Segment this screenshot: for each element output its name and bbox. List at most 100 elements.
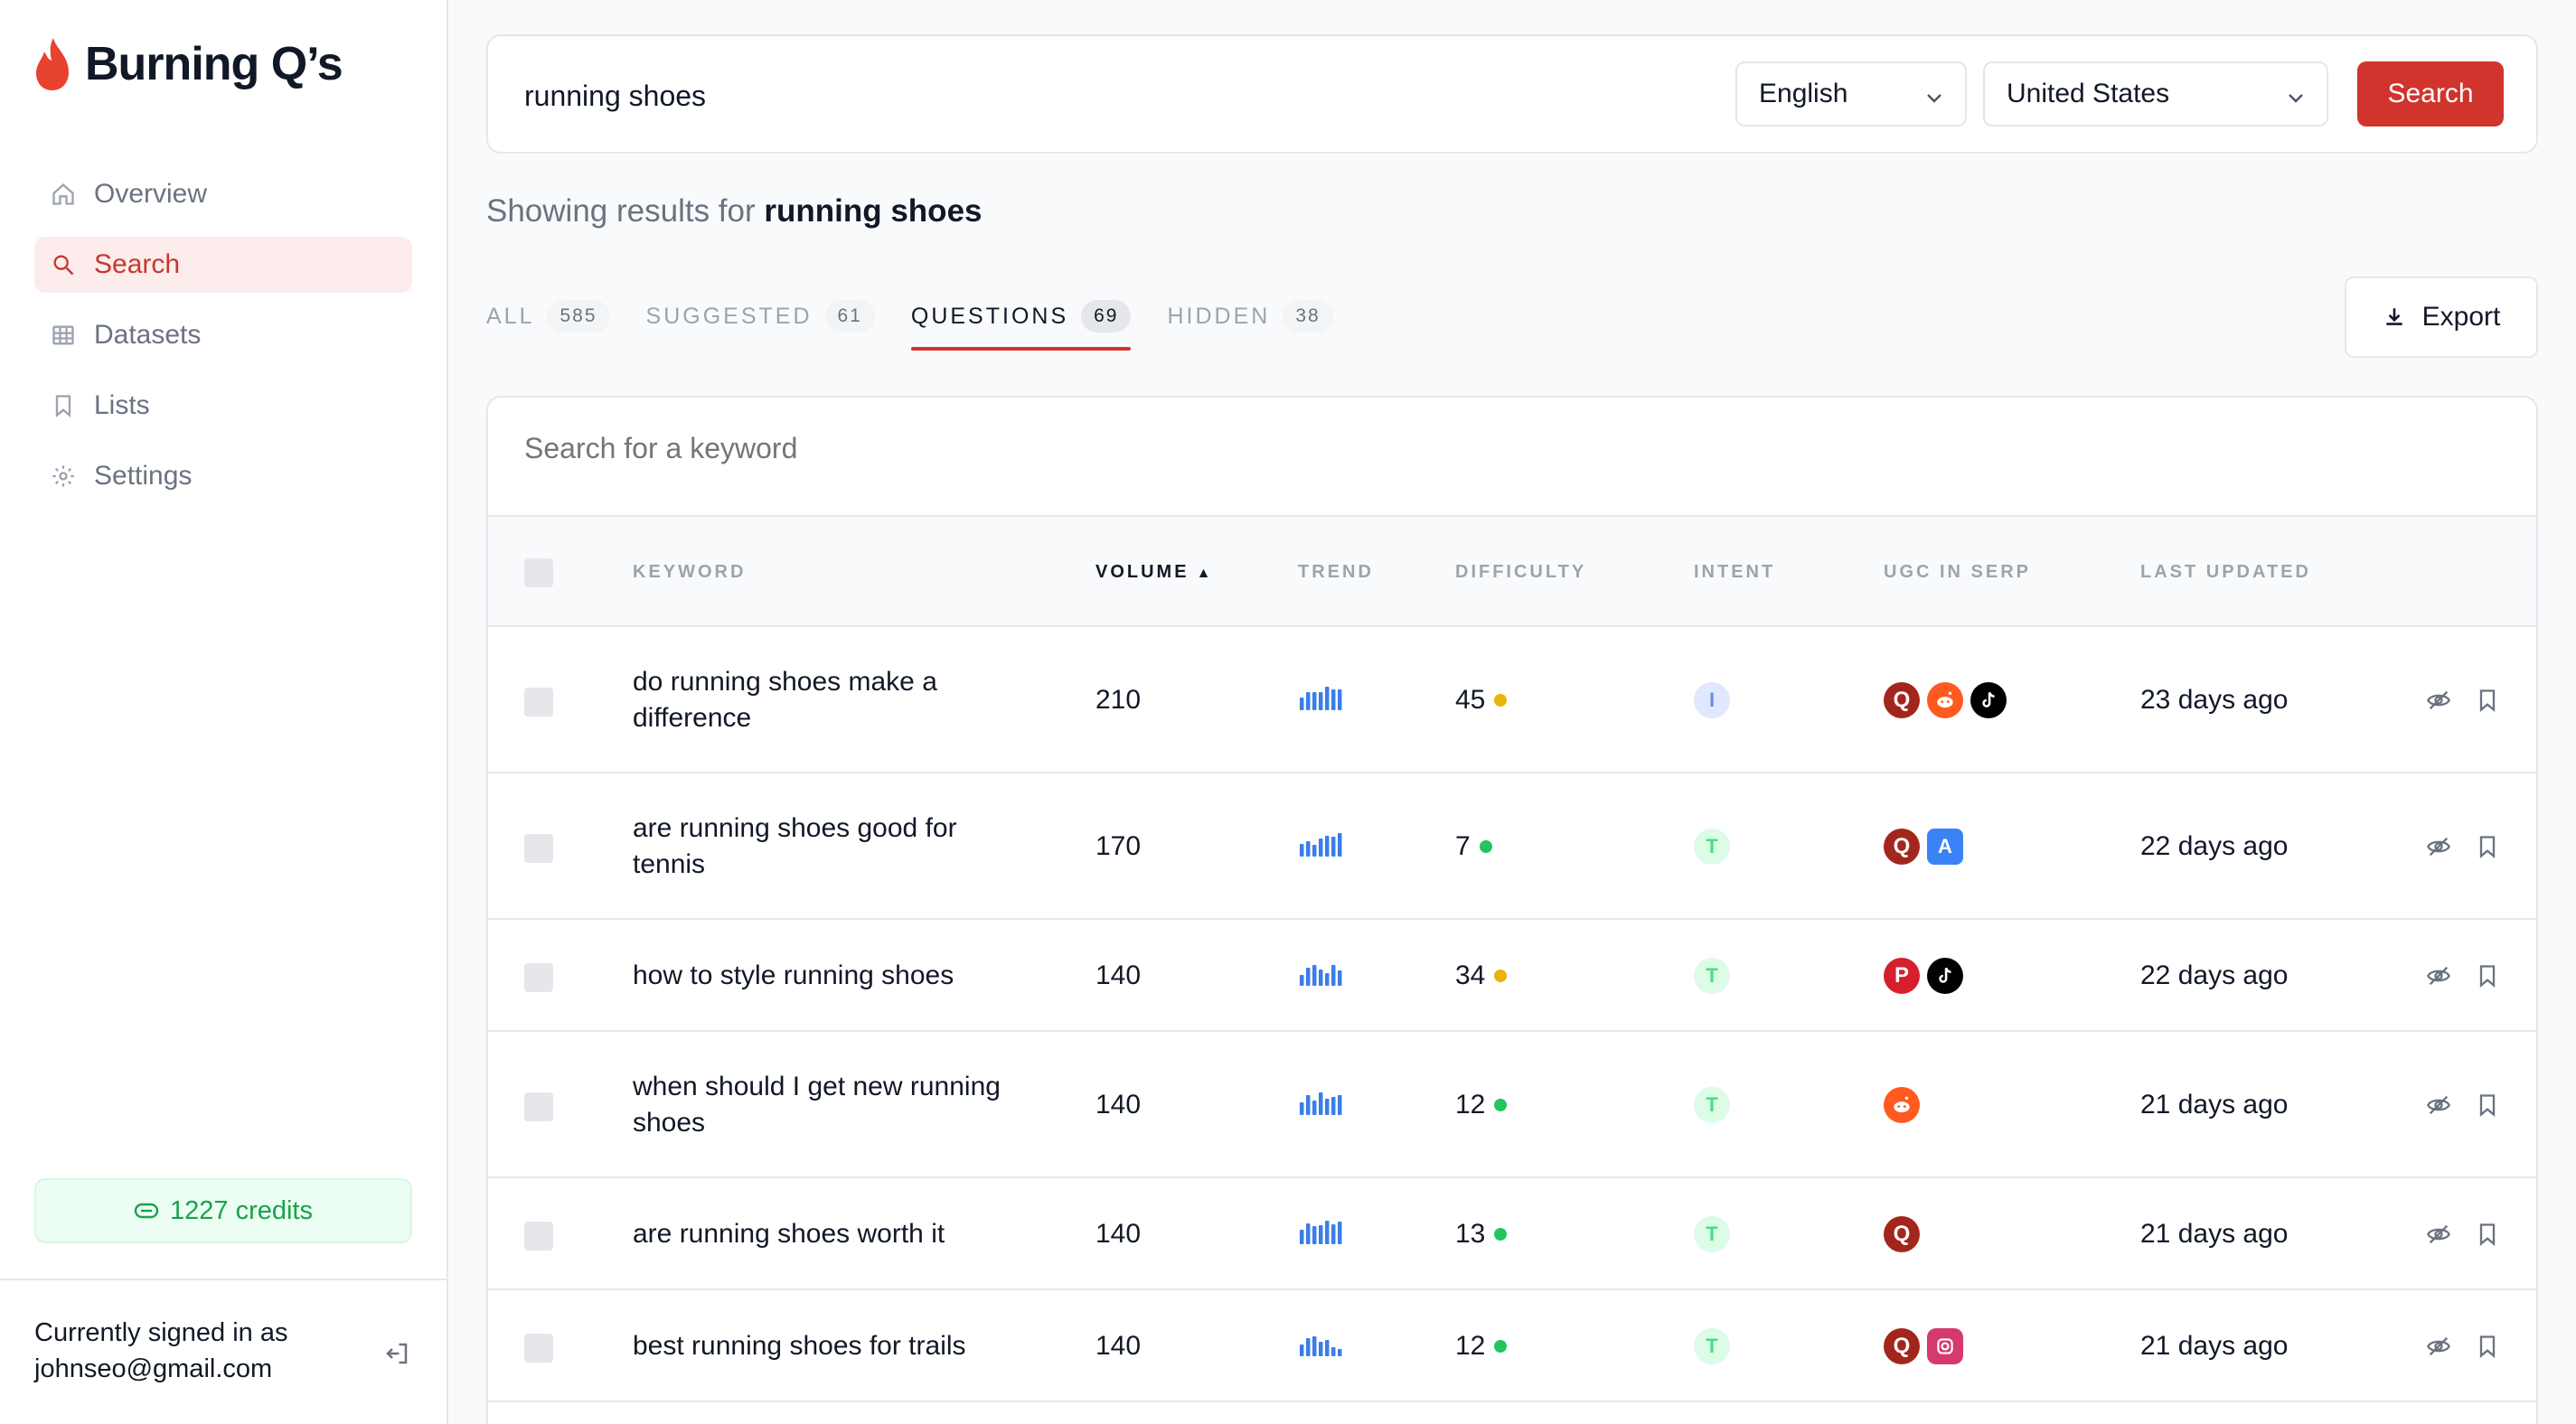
row-checkbox[interactable] (524, 688, 553, 717)
difficulty-dot-icon (1494, 1340, 1508, 1353)
difficulty-cell: 7 (1455, 831, 1492, 862)
intent-badge: T (1694, 1328, 1730, 1364)
row-checkbox[interactable] (524, 1334, 553, 1363)
eye-off-icon (2427, 1336, 2450, 1356)
difficulty-dot-icon (1479, 840, 1492, 853)
country-value: United States (2007, 79, 2170, 108)
tab-hidden[interactable]: HIDDEN 38 (1167, 296, 1333, 336)
eye-off-icon (2427, 690, 2450, 710)
header-keyword[interactable]: KEYWORD (633, 562, 747, 582)
bookmark-button[interactable] (2475, 1092, 2500, 1118)
bookmark-button[interactable] (2475, 963, 2500, 988)
sidebar-item-label: Lists (94, 390, 150, 420)
credits-badge[interactable]: 1227 credits (34, 1178, 412, 1243)
trend-sparkline (1298, 960, 1345, 988)
chevron-down-icon (1923, 85, 1945, 107)
sidebar-nav: Overview Search Datasets Lists Settings (34, 166, 412, 519)
row-checkbox[interactable] (524, 834, 553, 863)
brand-name: Burning Q’s (85, 38, 343, 90)
trend-sparkline (1298, 1219, 1345, 1246)
bookmark-button[interactable] (2475, 688, 2500, 713)
logout-button[interactable] (383, 1340, 410, 1367)
hide-button[interactable] (2426, 1092, 2451, 1118)
search-input[interactable] (524, 69, 1609, 123)
tiktok-icon (1970, 682, 2007, 718)
row-actions (2426, 1092, 2500, 1118)
flame-icon (36, 38, 69, 90)
bookmark-icon (55, 395, 71, 417)
sidebar-item-search[interactable]: Search (34, 237, 412, 293)
tab-count: 585 (547, 300, 610, 333)
difficulty-value: 45 (1455, 685, 1486, 715)
tab-questions[interactable]: QUESTIONS 69 (910, 296, 1132, 351)
row-checkbox[interactable] (524, 1092, 553, 1121)
bookmark-button[interactable] (2475, 834, 2500, 859)
tab-label: QUESTIONS (910, 303, 1069, 329)
hide-button[interactable] (2426, 1222, 2451, 1247)
results-heading: Showing results for running shoes (486, 193, 982, 230)
difficulty-value: 12 (1455, 1331, 1486, 1361)
export-button[interactable]: Export (2345, 276, 2538, 358)
home-icon (52, 183, 74, 205)
bookmark-button[interactable] (2475, 1222, 2500, 1247)
tab-label: SUGGESTED (645, 303, 813, 329)
reddit-icon (1884, 1087, 1920, 1123)
quora-icon: Q (1884, 1328, 1920, 1364)
header-last-updated[interactable]: LAST UPDATED (2140, 562, 2311, 582)
header-difficulty[interactable]: DIFFICULTY (1455, 562, 1587, 582)
bookmark-icon (2479, 1223, 2496, 1246)
last-updated-cell: 21 days ago (2140, 1219, 2289, 1249)
row-checkbox[interactable] (524, 963, 553, 992)
row-checkbox[interactable] (524, 1222, 553, 1251)
header-intent[interactable]: INTENT (1694, 562, 1776, 582)
search-card: English United States Search (486, 34, 2538, 154)
bookmark-icon (2479, 1094, 2496, 1117)
quora-icon: Q (1884, 829, 1920, 865)
bookmark-button[interactable] (2475, 1334, 2500, 1359)
sidebar-item-settings[interactable]: Settings (34, 448, 412, 504)
table-row[interactable]: how to style running shoes 140 34 T P 22… (488, 920, 2536, 1032)
keyword-cell: how to style running shoes (633, 960, 954, 990)
sidebar-item-overview[interactable]: Overview (34, 166, 412, 222)
keyword-cell: do running shoes make a difference (633, 667, 937, 733)
keyword-cell: when should I get new running shoes (633, 1072, 1001, 1138)
keyword-cell: are running shoes good for tennis (633, 813, 957, 879)
tab-all[interactable]: ALL 585 (486, 296, 610, 336)
search-button[interactable]: Search (2357, 61, 2504, 126)
ugc-icons: Q (1884, 1215, 1920, 1253)
tab-suggested[interactable]: SUGGESTED 61 (646, 296, 875, 336)
brand-logo[interactable]: Burning Q’s (33, 34, 343, 94)
sidebar-item-lists[interactable]: Lists (34, 378, 412, 434)
table-row[interactable]: best running shoes for trails 140 12 T Q… (488, 1290, 2536, 1402)
table-row[interactable]: when should I get new running shoes 140 … (488, 1032, 2536, 1178)
header-ugc[interactable]: UGC IN SERP (1884, 562, 2032, 582)
ugc-icons (1884, 1086, 1920, 1124)
ugc-icons: P (1884, 957, 1963, 995)
eye-off-icon (2427, 1224, 2450, 1244)
download-icon (2385, 308, 2402, 325)
sidebar-item-datasets[interactable]: Datasets (34, 307, 412, 363)
country-select[interactable]: United States (1983, 61, 2328, 126)
table-row[interactable]: are running shoes worth it 140 13 T Q 21… (488, 1178, 2536, 1290)
intent-badge: T (1694, 1216, 1730, 1252)
last-updated-cell: 23 days ago (2140, 685, 2289, 715)
hide-button[interactable] (2426, 1334, 2451, 1359)
hide-button[interactable] (2426, 688, 2451, 713)
hide-button[interactable] (2426, 963, 2451, 988)
trend-sparkline (1298, 831, 1345, 858)
intent-badge: T (1694, 958, 1730, 994)
header-volume[interactable]: VOLUME ▲ (1095, 562, 1213, 583)
credits-label: 1227 credits (170, 1195, 313, 1225)
keyword-cell: best running shoes for trails (633, 1331, 966, 1361)
select-all-checkbox[interactable] (524, 558, 553, 587)
header-volume-label: VOLUME (1095, 562, 1189, 582)
volume-cell: 140 (1095, 960, 1142, 990)
header-trend[interactable]: TREND (1298, 562, 1374, 582)
table-row[interactable]: are running shoes good for tennis 170 7 … (488, 773, 2536, 920)
hide-button[interactable] (2426, 834, 2451, 859)
last-updated-cell: 22 days ago (2140, 960, 2289, 990)
language-select[interactable]: English (1735, 61, 1967, 126)
keyword-search-input[interactable] (524, 421, 1880, 475)
volume-cell: 210 (1095, 685, 1142, 715)
table-row[interactable]: do running shoes make a difference 210 4… (488, 627, 2536, 773)
